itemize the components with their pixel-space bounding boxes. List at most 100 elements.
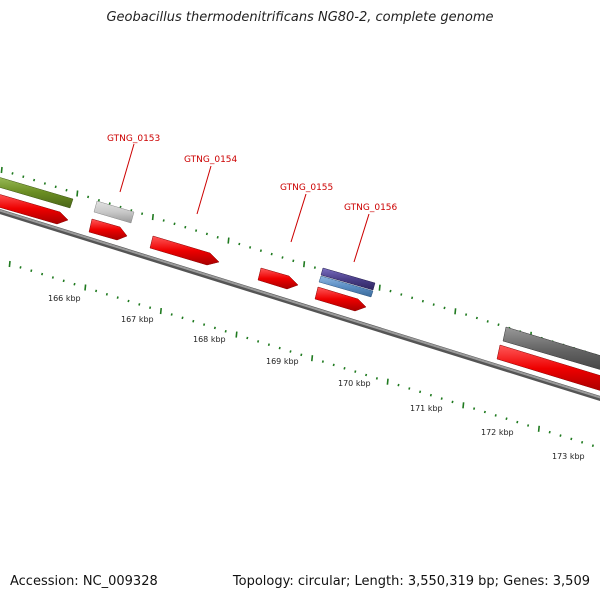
minor-tick xyxy=(440,397,443,400)
major-tick xyxy=(386,378,389,385)
minor-tick xyxy=(483,410,486,414)
minor-tick xyxy=(497,323,500,327)
genome-stats-label: Topology: circular; Length: 3,550,319 bp… xyxy=(232,574,590,589)
gene-label[interactable]: GTNG_0156 xyxy=(344,203,398,213)
minor-tick xyxy=(494,414,497,417)
minor-tick xyxy=(289,350,292,353)
minor-tick xyxy=(192,319,195,323)
minor-tick xyxy=(162,219,165,222)
minor-tick xyxy=(397,383,400,387)
minor-tick xyxy=(238,242,241,246)
minor-tick xyxy=(149,306,152,310)
major-tick xyxy=(8,260,11,268)
minor-tick xyxy=(259,249,262,253)
major-tick xyxy=(159,308,162,315)
minor-tick xyxy=(43,182,46,185)
genome-title: Geobacillus thermodenitrificans NG80-2, … xyxy=(106,10,494,25)
accession-label: Accession: NC_009328 xyxy=(10,574,158,589)
minor-tick xyxy=(375,377,378,380)
scale-labels: 166 kbp 167 kbp 168 kbp 169 kbp 170 kbp … xyxy=(48,294,585,461)
minor-tick xyxy=(19,266,22,269)
gene-feature-gtng-0156-blue[interactable] xyxy=(318,275,374,298)
minor-tick xyxy=(581,440,584,444)
gene-label[interactable]: GTNG_0154 xyxy=(184,155,238,165)
major-tick xyxy=(378,284,381,291)
major-tick xyxy=(76,190,79,197)
scale-label: 171 kbp xyxy=(410,404,443,413)
minor-tick xyxy=(62,279,65,283)
gene-label[interactable]: GTNG_0155 xyxy=(280,183,333,193)
minor-tick xyxy=(451,400,454,404)
minor-tick xyxy=(591,444,594,448)
gene-feature-red-0153[interactable] xyxy=(88,218,128,241)
major-tick xyxy=(303,261,306,268)
minor-tick xyxy=(22,175,25,179)
minor-tick xyxy=(73,282,76,286)
minor-tick xyxy=(505,417,508,421)
minor-tick xyxy=(443,306,446,310)
minor-tick xyxy=(224,329,227,333)
scale-label: 167 kbp xyxy=(121,315,154,324)
minor-tick xyxy=(421,299,424,303)
minor-tick xyxy=(267,343,270,347)
scale-label: 169 kbp xyxy=(266,357,299,366)
minor-tick xyxy=(516,420,519,424)
minor-tick xyxy=(33,178,36,182)
minor-tick xyxy=(486,320,489,323)
major-tick xyxy=(227,237,230,244)
scale-tick-row xyxy=(8,260,594,448)
gene-feature-gtng-0154[interactable] xyxy=(149,235,220,266)
leader-gtng-0153 xyxy=(119,143,135,193)
gene-feature-gtng-0155[interactable] xyxy=(257,267,299,290)
minor-tick xyxy=(527,424,530,427)
major-tick xyxy=(235,331,238,338)
gene-feature-gtng-0153[interactable] xyxy=(93,200,135,224)
minor-tick xyxy=(97,198,100,202)
minor-tick xyxy=(216,235,219,239)
minor-tick xyxy=(473,407,476,410)
minor-tick xyxy=(246,336,249,340)
scale-label: 166 kbp xyxy=(48,294,81,303)
minor-tick xyxy=(54,185,57,189)
minor-tick xyxy=(475,316,478,320)
minor-tick xyxy=(365,373,368,377)
scale-label: 172 kbp xyxy=(481,428,514,437)
minor-tick xyxy=(270,252,273,256)
minor-tick xyxy=(181,316,184,320)
scale-label: 168 kbp xyxy=(193,335,226,344)
minor-tick xyxy=(173,222,176,226)
minor-tick xyxy=(65,188,68,192)
gene-feature-red-right[interactable] xyxy=(496,344,600,392)
gene-feature-dark-gray-right[interactable] xyxy=(502,326,600,371)
major-tick xyxy=(537,425,540,432)
leader-gtng-0154 xyxy=(196,165,212,215)
minor-tick xyxy=(465,313,468,316)
minor-tick xyxy=(400,293,403,296)
minor-tick xyxy=(389,289,392,293)
leader-gtng-0155 xyxy=(290,193,307,243)
gene-feature-olive[interactable] xyxy=(0,176,74,209)
minor-tick xyxy=(127,299,130,303)
minor-tick xyxy=(432,303,435,306)
minor-tick xyxy=(419,390,422,394)
minor-tick xyxy=(429,393,432,397)
minor-tick xyxy=(11,172,14,175)
gene-feature-red-left[interactable] xyxy=(0,193,69,225)
minor-tick xyxy=(321,360,324,363)
minor-tick xyxy=(300,353,303,357)
minor-tick xyxy=(281,256,284,259)
minor-tick xyxy=(257,340,260,343)
gene-labels: GTNG_0153 GTNG_0154 GTNG_0155 GTNG_0156 xyxy=(107,134,398,213)
minor-tick xyxy=(41,272,44,276)
gene-feature-gtng-0156[interactable] xyxy=(320,267,376,291)
gene-label-leaders xyxy=(119,143,370,263)
gene-feature-red-0156[interactable] xyxy=(314,286,367,312)
major-tick xyxy=(84,284,87,291)
minor-tick xyxy=(116,296,119,299)
major-tick xyxy=(454,308,457,315)
gene-label[interactable]: GTNG_0153 xyxy=(107,134,160,144)
minor-tick xyxy=(203,323,206,326)
minor-tick xyxy=(570,437,573,441)
major-tick xyxy=(0,166,3,174)
